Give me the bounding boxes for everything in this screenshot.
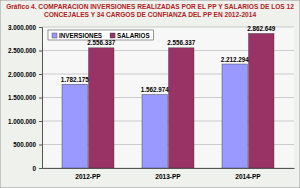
bar: [169, 48, 194, 168]
y-tick: 500.000: [13, 141, 42, 148]
y-tick-label: 2.000.000: [8, 71, 37, 78]
x-tick-label: 2012-PP: [75, 173, 101, 180]
y-tick-mark: [39, 51, 42, 52]
y-axis-line: [39, 28, 43, 169]
x-tick-label: 2014-PP: [235, 173, 261, 180]
background: [0, 0, 300, 188]
y-tick: 1.500.000: [8, 94, 42, 101]
legend-box: [48, 30, 154, 40]
y-tick-label: 0: [32, 165, 36, 172]
data-label: 1.562.974: [141, 86, 170, 93]
x-tick: 2014-PP: [235, 168, 261, 180]
y-tick: 3.000.000: [8, 24, 42, 31]
y-tick-label: 1.500.000: [8, 94, 37, 101]
legend: INVERSIONES SALARIOS: [48, 30, 154, 40]
y-tick-label: 2.500.000: [8, 47, 37, 54]
x-tick-label: 2013-PP: [155, 173, 181, 180]
x-axis-line: [43, 168, 295, 169]
x-tick: 2012-PP: [75, 168, 101, 180]
y-tick-mark: [39, 121, 42, 122]
data-label: 1.782.175: [61, 76, 90, 83]
y-axis: 0 500.000 1.000.000 1.500.000 2.000.000 2.500…: [8, 24, 43, 172]
y-tick-label: 1.000.000: [8, 118, 37, 125]
y-tick-mark: [39, 98, 42, 99]
bar: [62, 84, 87, 168]
y-tick-mark: [39, 27, 42, 28]
chart: Gráfico 4. COMPARACION INVERSIONES REALI…: [0, 0, 300, 188]
plot-area: [42, 27, 294, 168]
plot: 0 500.000 1.000.000 1.500.000 2.000.000 2.500…: [8, 24, 295, 181]
bar: [89, 48, 114, 168]
legend-swatch: [52, 33, 57, 38]
y-tick: 2.000.000: [8, 71, 42, 78]
y-tick-mark: [39, 168, 42, 169]
legend-label: SALARIOS: [117, 32, 150, 39]
title: Gráfico 4. COMPARACION INVERSIONES REALI…: [6, 3, 294, 18]
data-label: 2.212.294: [221, 56, 250, 63]
legend-item: INVERSIONES: [52, 32, 102, 39]
y-tick-label: 3.000.000: [8, 24, 37, 31]
bars: [62, 33, 274, 168]
y-tick: 2.500.000: [8, 47, 42, 54]
x-tick: 2013-PP: [155, 168, 181, 180]
y-tick-mark: [39, 74, 42, 75]
bar: [142, 95, 167, 168]
bar: [222, 64, 247, 168]
bar: [249, 33, 274, 168]
legend-label: INVERSIONES: [59, 32, 102, 39]
y-tick-label: 500.000: [13, 141, 36, 148]
y-tick: 1.000.000: [8, 118, 42, 125]
legend-swatch: [110, 33, 115, 38]
y-tick: 0: [32, 165, 42, 172]
legend-item: SALARIOS: [110, 32, 150, 39]
data-label: 2.862.649: [247, 25, 276, 32]
data-label: 2.556.337: [87, 39, 116, 46]
data-label: 2.556.337: [167, 39, 196, 46]
x-axis: 2012-PP 2013-PP 2014-PP: [43, 168, 295, 180]
y-tick-mark: [39, 145, 42, 146]
